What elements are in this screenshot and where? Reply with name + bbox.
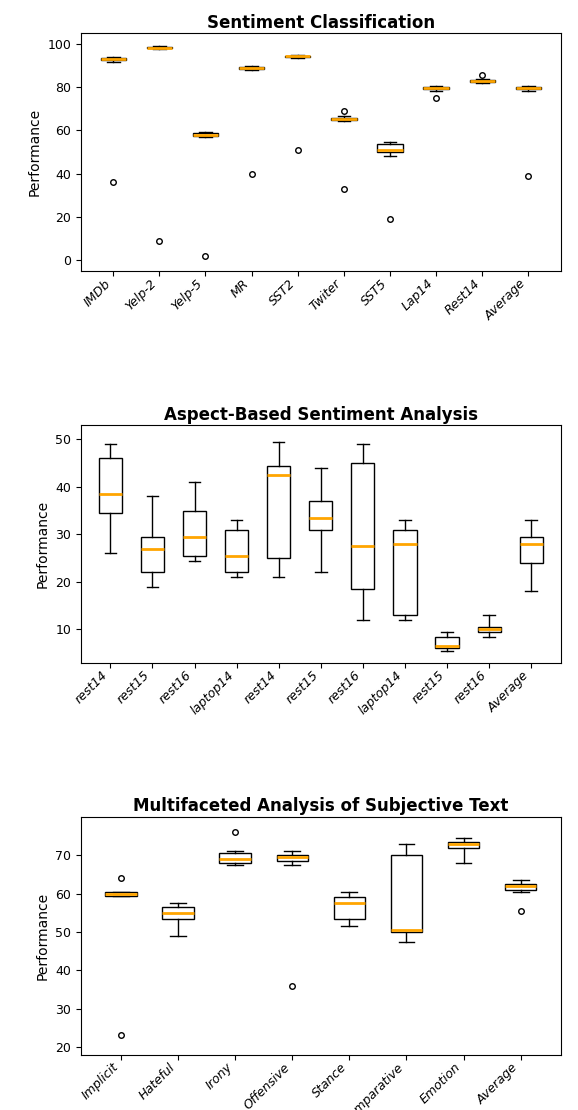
PathPatch shape [377,144,403,152]
PathPatch shape [477,627,501,632]
PathPatch shape [220,854,251,862]
PathPatch shape [276,856,308,861]
PathPatch shape [505,884,536,890]
PathPatch shape [331,118,357,120]
PathPatch shape [285,56,310,57]
PathPatch shape [141,537,164,573]
Title: Aspect-Based Sentiment Analysis: Aspect-Based Sentiment Analysis [164,405,478,424]
PathPatch shape [99,458,122,513]
PathPatch shape [105,891,136,896]
PathPatch shape [183,511,206,556]
PathPatch shape [334,898,365,918]
PathPatch shape [435,636,458,648]
PathPatch shape [516,88,541,90]
PathPatch shape [267,465,290,558]
PathPatch shape [469,80,495,82]
PathPatch shape [391,856,422,932]
Y-axis label: Performance: Performance [28,108,42,196]
PathPatch shape [147,47,172,49]
PathPatch shape [309,501,332,529]
PathPatch shape [424,88,449,90]
PathPatch shape [351,463,375,589]
PathPatch shape [193,133,218,135]
Y-axis label: Performance: Performance [36,891,50,980]
PathPatch shape [520,537,543,563]
PathPatch shape [225,529,248,573]
Y-axis label: Performance: Performance [36,500,50,588]
PathPatch shape [162,907,194,918]
PathPatch shape [394,529,417,615]
PathPatch shape [448,841,479,848]
Title: Sentiment Classification: Sentiment Classification [207,13,435,32]
PathPatch shape [101,58,126,60]
Title: Multifaceted Analysis of Subjective Text: Multifaceted Analysis of Subjective Text [133,797,509,816]
PathPatch shape [239,67,264,69]
